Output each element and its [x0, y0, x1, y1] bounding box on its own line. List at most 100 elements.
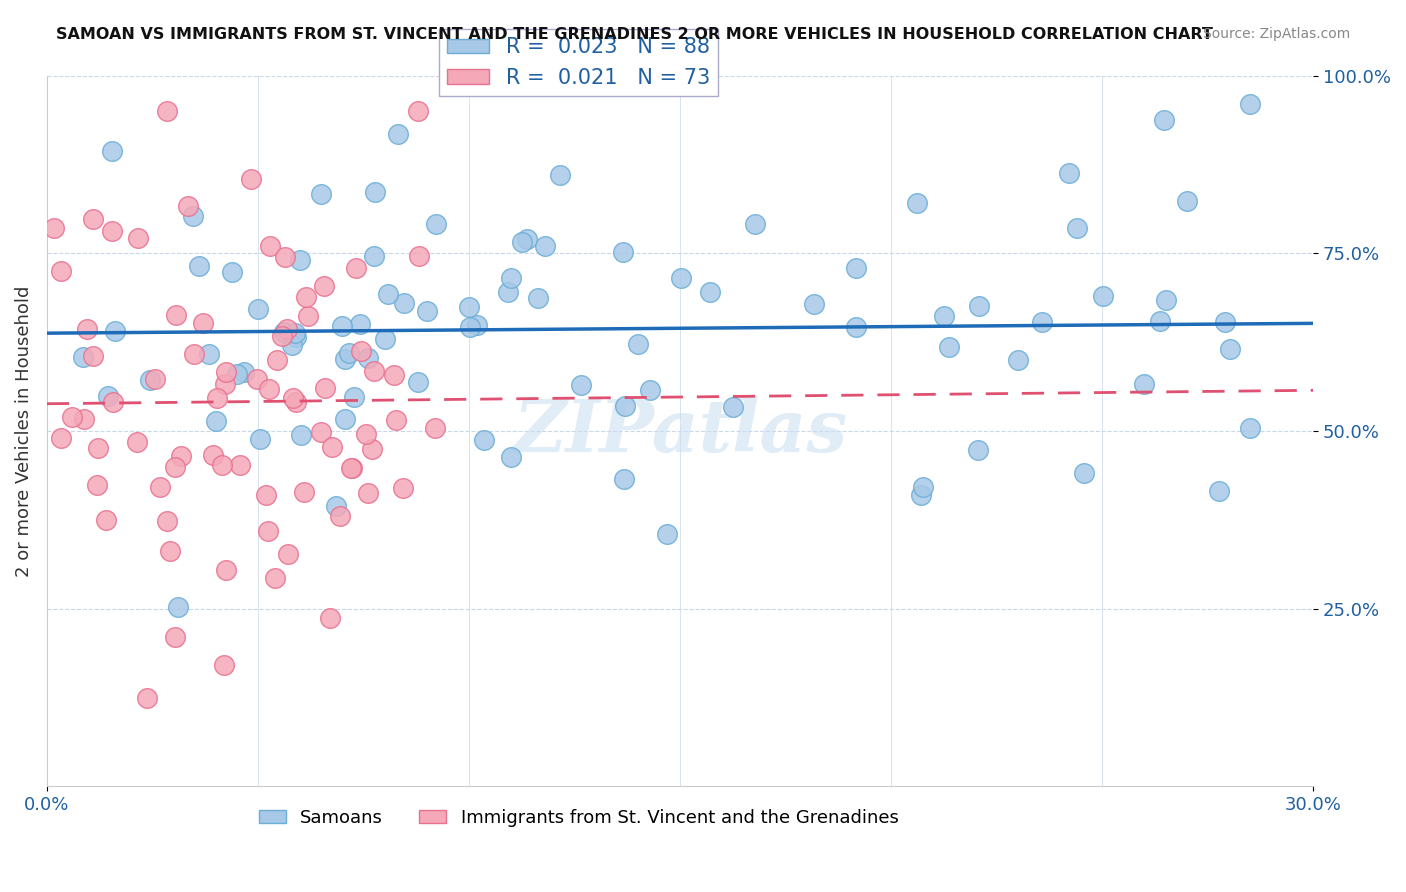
- Point: [94, 513, 117, 527]
- Point: [183, 209, 205, 223]
- Point: [254, 488, 277, 502]
- Point: [408, 375, 430, 389]
- Point: [845, 260, 868, 275]
- Point: [257, 382, 280, 396]
- Point: [246, 301, 269, 316]
- Point: [205, 391, 228, 405]
- Point: [212, 657, 235, 672]
- Point: [201, 448, 224, 462]
- Point: [97, 388, 120, 402]
- Point: [392, 481, 415, 495]
- Point: [187, 259, 209, 273]
- Point: [501, 271, 523, 285]
- Point: [309, 187, 332, 202]
- Point: [198, 347, 221, 361]
- Point: [638, 383, 661, 397]
- Point: [516, 232, 538, 246]
- Point: [627, 336, 650, 351]
- Point: [332, 319, 354, 334]
- Point: [1031, 315, 1053, 329]
- Point: [354, 426, 377, 441]
- Point: [49, 431, 72, 445]
- Point: [721, 400, 744, 414]
- Point: [534, 238, 557, 252]
- Point: [297, 309, 319, 323]
- Point: [249, 432, 271, 446]
- Point: [344, 260, 367, 275]
- Point: [363, 249, 385, 263]
- Point: [1091, 288, 1114, 302]
- Point: [285, 395, 308, 409]
- Point: [159, 543, 181, 558]
- Point: [1073, 466, 1095, 480]
- Point: [1007, 352, 1029, 367]
- Point: [669, 271, 692, 285]
- Point: [467, 318, 489, 333]
- Point: [1066, 221, 1088, 235]
- Point: [170, 449, 193, 463]
- Point: [290, 428, 312, 442]
- Y-axis label: 2 or more Vehicles in Household: 2 or more Vehicles in Household: [15, 285, 32, 577]
- Point: [364, 185, 387, 199]
- Point: [136, 691, 159, 706]
- Point: [276, 322, 298, 336]
- Point: [281, 338, 304, 352]
- Point: [1057, 166, 1080, 180]
- Point: [335, 412, 357, 426]
- Point: [1175, 194, 1198, 208]
- Legend: Samoans, Immigrants from St. Vincent and the Grenadines: Samoans, Immigrants from St. Vincent and…: [252, 802, 905, 834]
- Point: [274, 250, 297, 264]
- Point: [425, 218, 447, 232]
- Point: [318, 611, 340, 625]
- Point: [1208, 483, 1230, 498]
- Point: [86, 478, 108, 492]
- Point: [350, 343, 373, 358]
- Point: [416, 303, 439, 318]
- Point: [342, 461, 364, 475]
- Text: Source: ZipAtlas.com: Source: ZipAtlas.com: [1202, 27, 1350, 41]
- Point: [257, 524, 280, 538]
- Point: [458, 300, 481, 314]
- Point: [309, 425, 332, 440]
- Point: [240, 172, 263, 186]
- Point: [699, 285, 721, 299]
- Point: [387, 127, 409, 141]
- Point: [384, 413, 406, 427]
- Point: [82, 211, 104, 226]
- Point: [215, 563, 238, 577]
- Point: [284, 330, 307, 344]
- Point: [363, 364, 385, 378]
- Text: SAMOAN VS IMMIGRANTS FROM ST. VINCENT AND THE GRENADINES 2 OR MORE VEHICLES IN H: SAMOAN VS IMMIGRANTS FROM ST. VINCENT AN…: [56, 27, 1213, 42]
- Point: [612, 245, 634, 260]
- Point: [42, 221, 65, 235]
- Point: [384, 368, 406, 383]
- Point: [266, 352, 288, 367]
- Point: [73, 411, 96, 425]
- Point: [938, 340, 960, 354]
- Point: [163, 630, 186, 644]
- Point: [377, 286, 399, 301]
- Point: [333, 352, 356, 367]
- Point: [423, 420, 446, 434]
- Point: [143, 372, 166, 386]
- Point: [408, 249, 430, 263]
- Point: [845, 319, 868, 334]
- Point: [967, 299, 990, 313]
- Point: [325, 499, 347, 513]
- Point: [288, 253, 311, 268]
- Point: [60, 409, 83, 424]
- Point: [912, 480, 935, 494]
- Point: [655, 527, 678, 541]
- Point: [167, 599, 190, 614]
- Point: [329, 508, 352, 523]
- Point: [472, 433, 495, 447]
- Point: [226, 368, 249, 382]
- Point: [392, 296, 415, 310]
- Point: [905, 195, 928, 210]
- Point: [149, 480, 172, 494]
- Point: [357, 351, 380, 366]
- Point: [270, 329, 292, 343]
- Point: [259, 238, 281, 252]
- Point: [221, 264, 243, 278]
- Point: [349, 317, 371, 331]
